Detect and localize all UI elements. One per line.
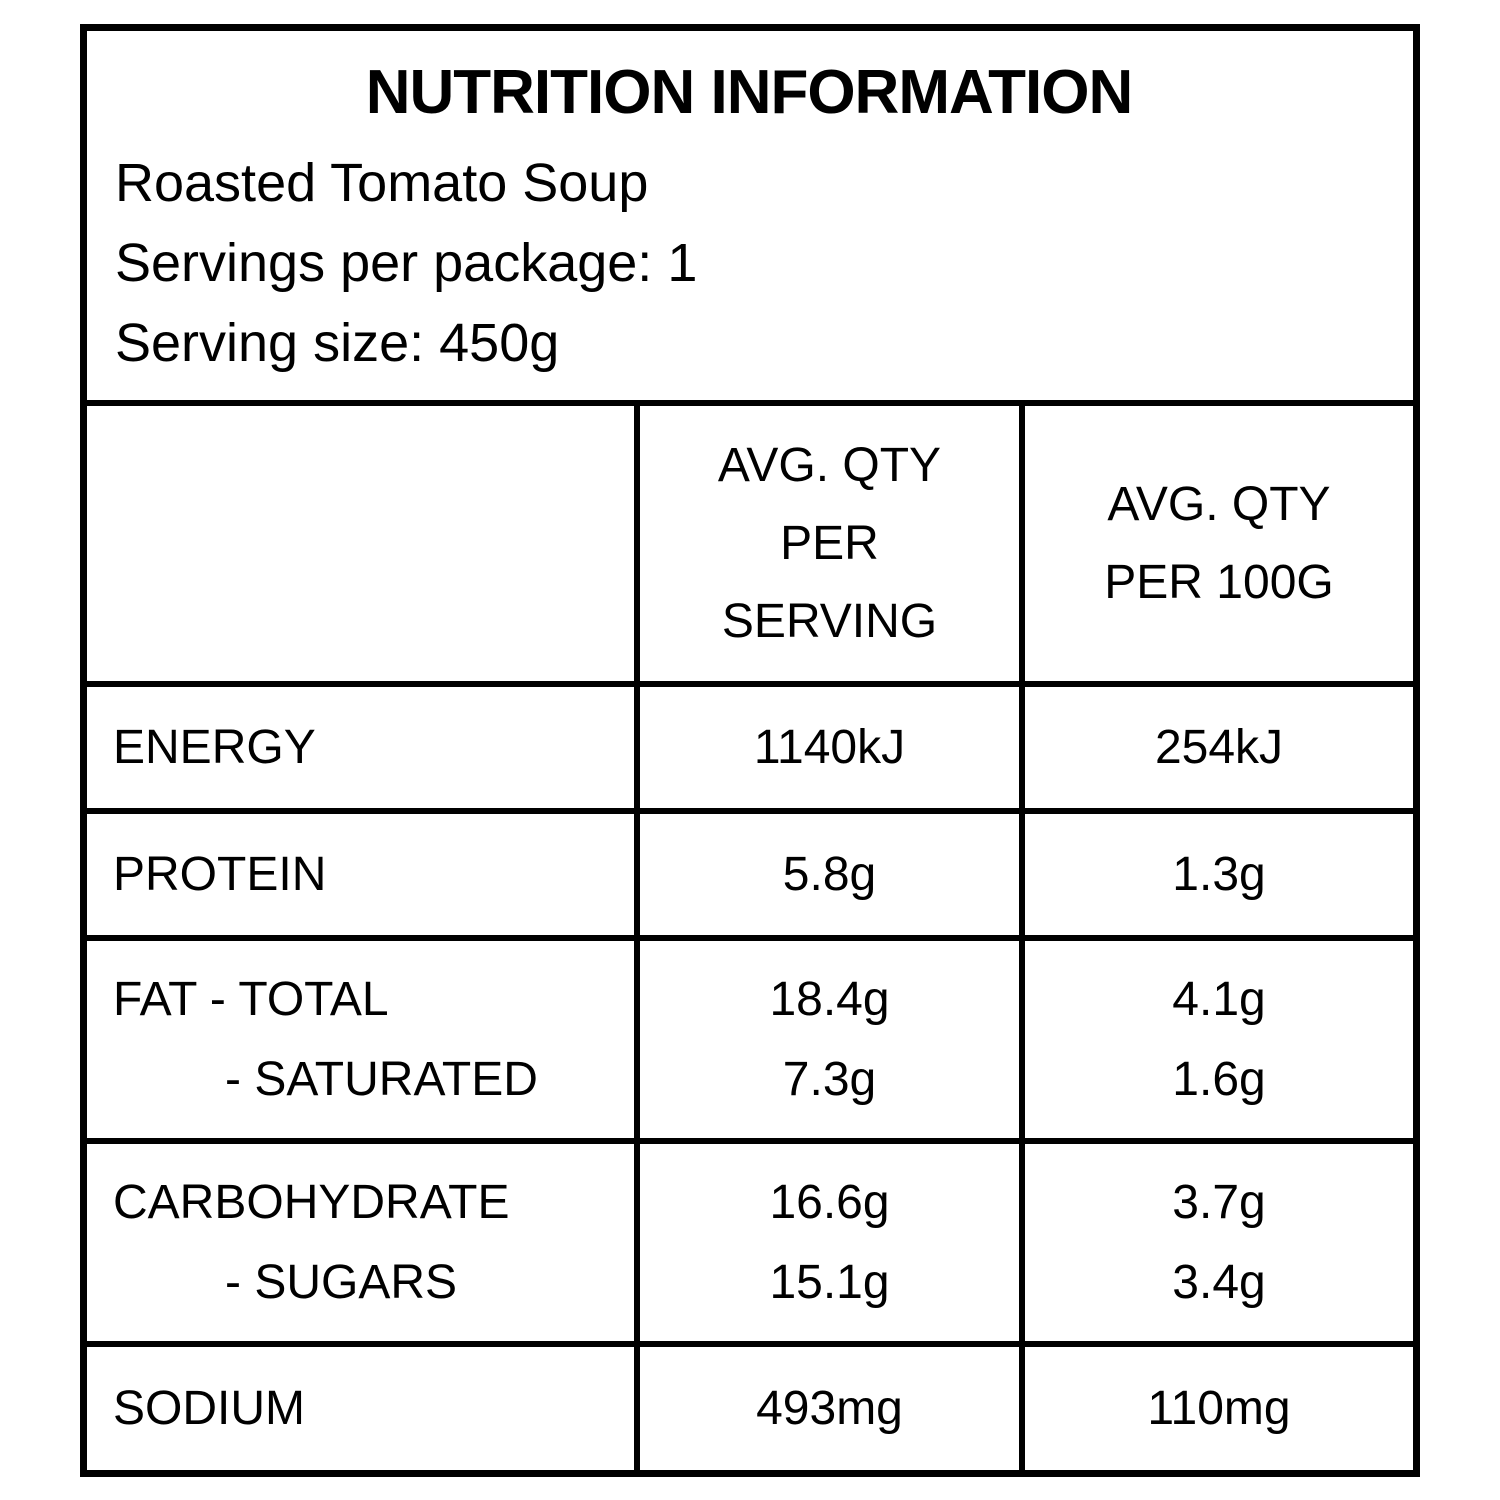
- servings-per-package: Servings per package: 1: [115, 233, 698, 293]
- nutrition-table: AVG. QTY PER SERVING AVG. QTY PER 100G E…: [87, 406, 1413, 1471]
- table-row-carbohydrate: CARBOHYDRATE - SUGARS 16.6g 15.1g 3.7g 3…: [87, 1138, 1413, 1347]
- value-per-100g: 110mg: [1147, 1382, 1291, 1435]
- value-per-100g: 3.7g: [1172, 1175, 1266, 1229]
- value-per-100g: 3.4g: [1172, 1255, 1266, 1309]
- label-title: NUTRITION INFORMATION: [365, 58, 1134, 127]
- table-header-row: AVG. QTY PER SERVING AVG. QTY PER 100G: [87, 406, 1413, 687]
- value-per-serving: 18.4g: [769, 972, 890, 1026]
- table-row-sodium: SODIUM 493mg 110mg: [87, 1341, 1413, 1471]
- column-header-per-serving: AVG. QTY PER SERVING: [634, 406, 1025, 687]
- value-per-100g: 254kJ: [1154, 720, 1284, 774]
- value-per-serving: 7.3g: [782, 1052, 877, 1106]
- nutrient-subname: - SUGARS: [225, 1255, 458, 1309]
- nutrient-name: CARBOHYDRATE: [113, 1175, 510, 1229]
- column-header-blank: [87, 406, 640, 687]
- nutrient-subname: - SATURATED: [225, 1052, 538, 1106]
- nutrient-name: PROTEIN: [113, 847, 327, 901]
- column-header-line: AVG. QTY: [717, 438, 942, 492]
- column-header-line: PER 100G: [1104, 555, 1334, 609]
- value-per-serving: 16.6g: [769, 1175, 890, 1229]
- table-row-protein: PROTEIN 5.8g 1.3g: [87, 808, 1413, 941]
- value-per-serving: 15.1g: [769, 1255, 890, 1309]
- value-per-serving: 493mg: [756, 1382, 903, 1435]
- nutrient-name: ENERGY: [113, 720, 316, 774]
- product-name: Roasted Tomato Soup: [115, 153, 649, 213]
- value-per-serving: 1140kJ: [753, 720, 906, 774]
- serving-size: Serving size: 450g: [115, 313, 560, 373]
- value-per-serving: 5.8g: [782, 847, 877, 901]
- value-per-100g: 1.6g: [1172, 1052, 1266, 1106]
- column-header-per-100g: AVG. QTY PER 100G: [1019, 406, 1413, 687]
- nutrition-label: NUTRITION INFORMATION Roasted Tomato Sou…: [80, 24, 1420, 1477]
- value-per-100g: 1.3g: [1172, 847, 1266, 901]
- column-header-line: AVG. QTY: [1107, 477, 1331, 531]
- table-row-fat: FAT - TOTAL - SATURATED 18.4g 7.3g 4.1g …: [87, 935, 1413, 1144]
- value-per-100g: 4.1g: [1172, 972, 1266, 1026]
- table-row-energy: ENERGY 1140kJ 254kJ: [87, 681, 1413, 814]
- nutrient-name: FAT - TOTAL: [113, 972, 389, 1026]
- nutrient-name: SODIUM: [113, 1382, 305, 1435]
- label-subheader: Roasted Tomato Soup Servings per package…: [115, 143, 1383, 383]
- column-header-line: PER: [780, 516, 879, 570]
- label-header: NUTRITION INFORMATION Roasted Tomato Sou…: [87, 31, 1413, 406]
- column-header-line: SERVING: [721, 594, 938, 648]
